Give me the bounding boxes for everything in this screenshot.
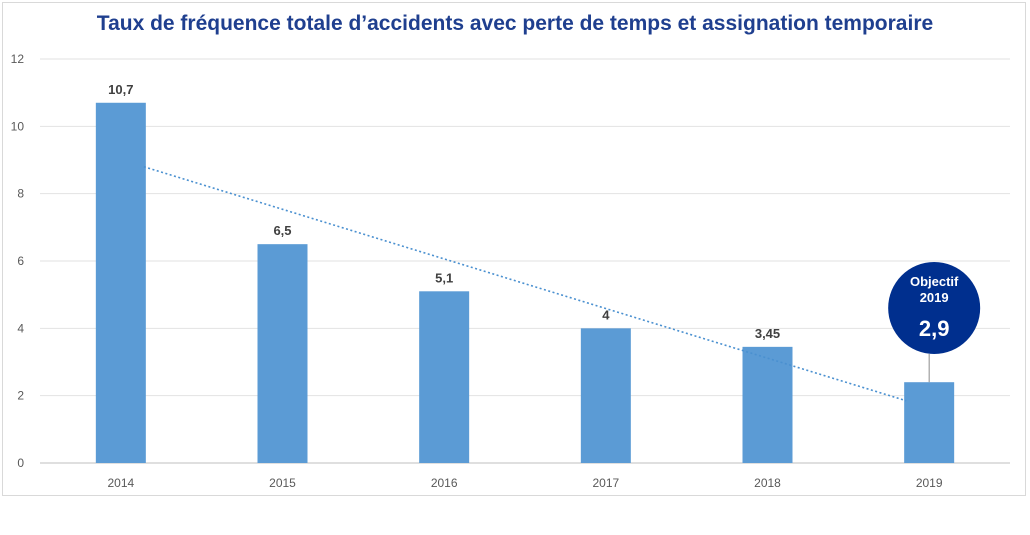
bar [742, 346, 793, 463]
x-tick-label: 2015 [269, 476, 296, 490]
data-label: 3,45 [755, 326, 780, 341]
y-tick-label: 6 [17, 254, 24, 268]
bar [95, 102, 146, 464]
data-label: 5,1 [435, 270, 453, 285]
bar [419, 291, 470, 463]
callout-line2: 2019 [920, 290, 949, 305]
x-tick-label: 2018 [754, 476, 781, 490]
callout-line1: Objectif [910, 274, 959, 289]
y-tick-label: 12 [11, 52, 25, 66]
callout-value: 2,9 [919, 316, 950, 341]
y-tick-label: 2 [17, 389, 24, 403]
data-label: 4 [602, 307, 610, 322]
x-tick-label: 2017 [592, 476, 619, 490]
y-tick-label: 10 [11, 119, 25, 133]
bar [257, 244, 308, 463]
y-tick-label: 4 [17, 321, 24, 335]
data-label: 10,7 [108, 82, 133, 97]
y-tick-label: 8 [17, 187, 24, 201]
bar [904, 382, 955, 463]
bar [580, 328, 631, 463]
x-tick-label: 2016 [431, 476, 458, 490]
chart-title: Taux de fréquence totale d’accidents ave… [96, 12, 934, 35]
y-tick-label: 0 [17, 456, 24, 470]
x-tick-label: 2019 [916, 476, 943, 490]
data-label: 6,5 [273, 223, 291, 238]
objective-callout [888, 262, 981, 354]
chart-frame [2, 2, 1026, 496]
x-tick-label: 2014 [107, 476, 134, 490]
